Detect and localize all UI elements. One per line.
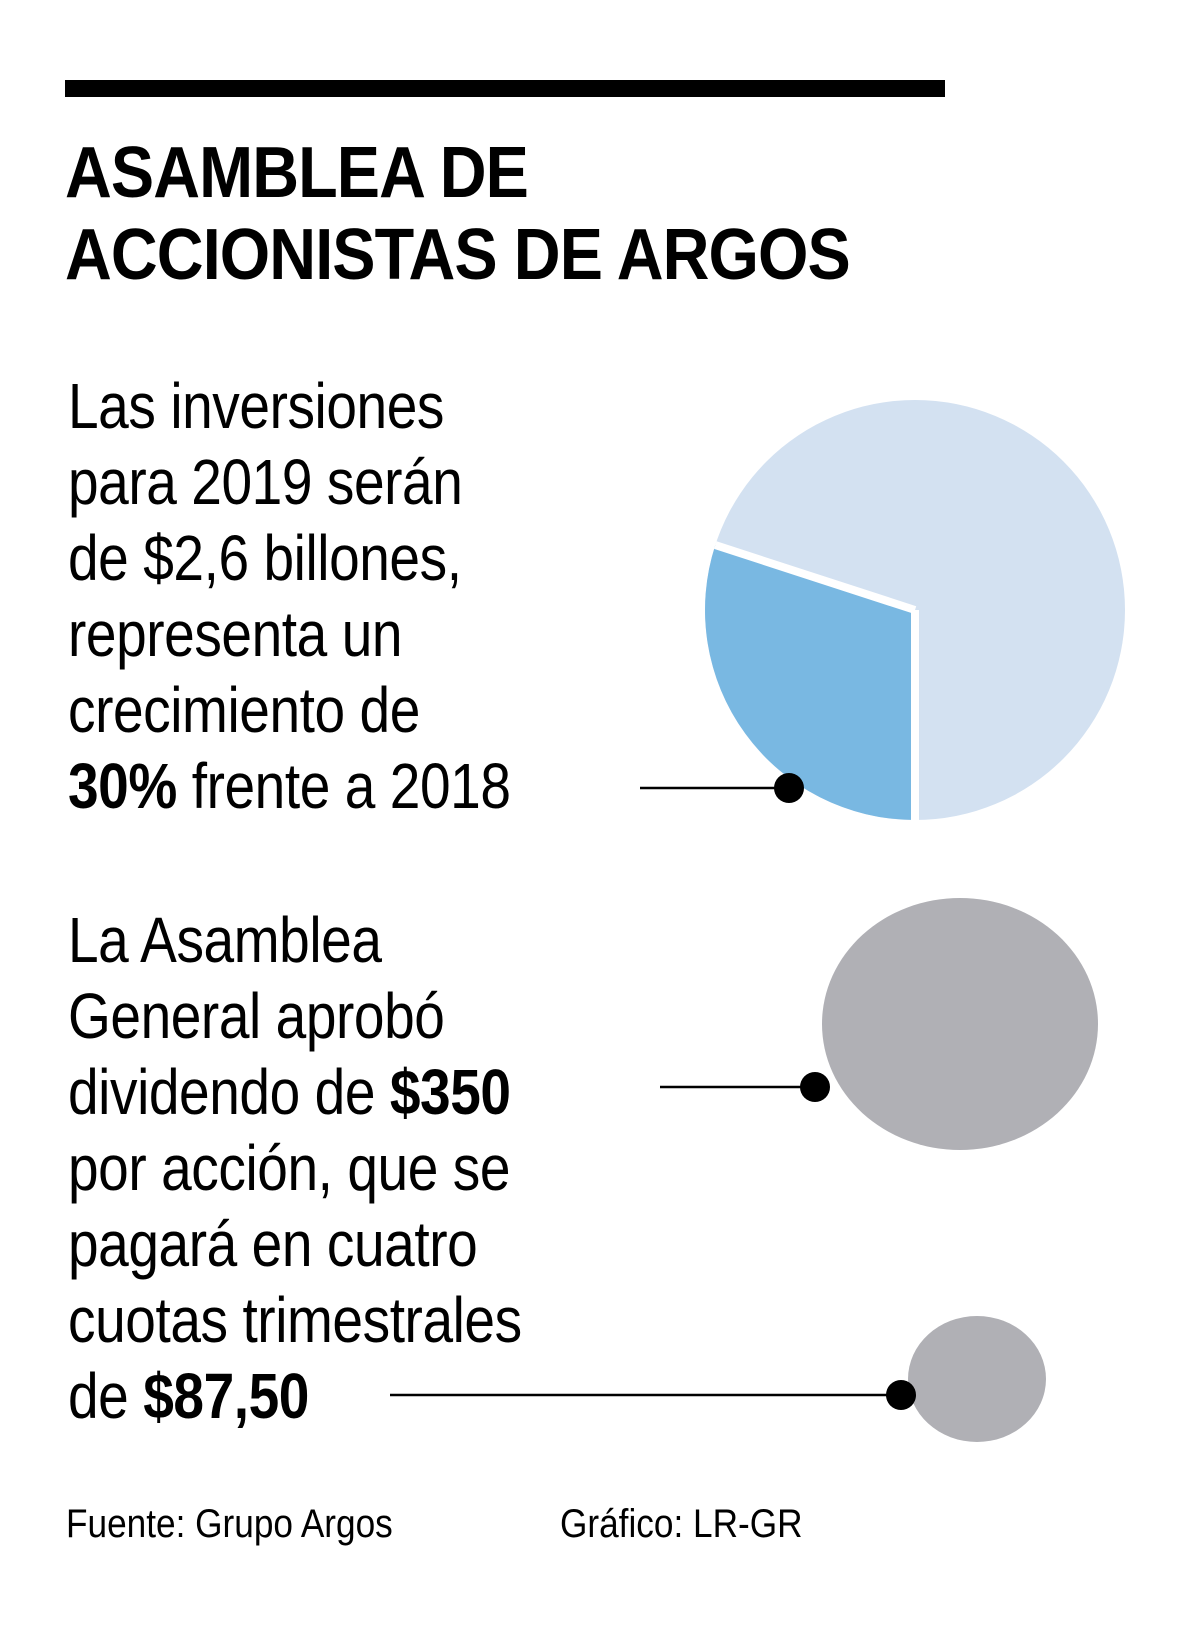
page-title: ASAMBLEA DE ACCIONISTAS DE ARGOS	[65, 132, 851, 296]
dividend-amount: $350	[389, 1056, 511, 1128]
quota-leader-dot	[886, 1380, 916, 1410]
investment-line: para 2019 serán	[68, 446, 463, 518]
dividend-line: pagará en cuatro	[68, 1208, 478, 1280]
pie-separator	[714, 541, 919, 820]
dividend-line: La Asamblea	[68, 904, 382, 976]
dividend-line: cuotas trimestrales	[68, 1284, 522, 1356]
quota-bubble-small	[908, 1316, 1046, 1442]
dividend-leader-dot	[800, 1072, 830, 1102]
pie-slice-growth	[705, 545, 915, 820]
investment-line: Las inversiones	[68, 370, 444, 442]
growth-percent: 30%	[68, 750, 177, 822]
title-line-2: ACCIONISTAS DE ARGOS	[65, 215, 851, 295]
dividend-line-amount: dividendo de $350	[68, 1054, 522, 1130]
investment-line-last: 30% frente a 2018	[68, 748, 511, 824]
graphic-credit: Gráfico: LR-GR	[560, 1502, 803, 1546]
quota-amount: $87,50	[143, 1360, 309, 1432]
investment-line: crecimiento de	[68, 674, 420, 746]
investment-line-rest: frente a 2018	[176, 750, 511, 822]
investment-line: de $2,6 billones,	[68, 522, 462, 594]
source-credit: Fuente: Grupo Argos	[66, 1502, 393, 1546]
quota-line-text: de	[68, 1360, 144, 1432]
investment-text: Las inversiones para 2019 serán de $2,6 …	[68, 368, 511, 824]
dividend-line-text: dividendo de	[68, 1056, 390, 1128]
investment-line: representa un	[68, 598, 403, 670]
dividend-line-quota: de $87,50	[68, 1358, 522, 1434]
dividend-bubble-large	[822, 898, 1098, 1150]
title-line-1: ASAMBLEA DE	[65, 133, 529, 213]
header-rule	[65, 80, 945, 97]
dividend-line: General aprobó	[68, 980, 445, 1052]
pie-chart	[705, 400, 1125, 820]
pie-leader-dot	[774, 773, 804, 803]
dividend-line: por acción, que se	[68, 1132, 511, 1204]
dividend-text: La Asamblea General aprobó dividendo de …	[68, 902, 522, 1434]
